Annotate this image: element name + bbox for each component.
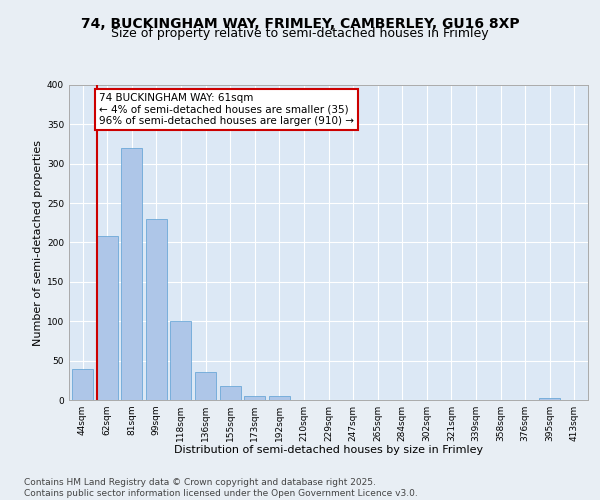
Bar: [121, 148, 142, 400]
Bar: [146, 219, 167, 400]
Y-axis label: Number of semi-detached properties: Number of semi-detached properties: [33, 140, 43, 346]
X-axis label: Distribution of semi-detached houses by size in Frimley: Distribution of semi-detached houses by …: [174, 446, 483, 456]
Bar: [72, 368, 93, 400]
Bar: [97, 236, 118, 400]
Text: Size of property relative to semi-detached houses in Frimley: Size of property relative to semi-detach…: [111, 28, 489, 40]
Bar: [269, 396, 290, 400]
Text: 74, BUCKINGHAM WAY, FRIMLEY, CAMBERLEY, GU16 8XP: 74, BUCKINGHAM WAY, FRIMLEY, CAMBERLEY, …: [80, 18, 520, 32]
Text: 74 BUCKINGHAM WAY: 61sqm
← 4% of semi-detached houses are smaller (35)
96% of se: 74 BUCKINGHAM WAY: 61sqm ← 4% of semi-de…: [99, 93, 354, 126]
Bar: [244, 396, 265, 400]
Bar: [539, 398, 560, 400]
Bar: [195, 372, 216, 400]
Bar: [220, 386, 241, 400]
Bar: [170, 322, 191, 400]
Text: Contains HM Land Registry data © Crown copyright and database right 2025.
Contai: Contains HM Land Registry data © Crown c…: [24, 478, 418, 498]
